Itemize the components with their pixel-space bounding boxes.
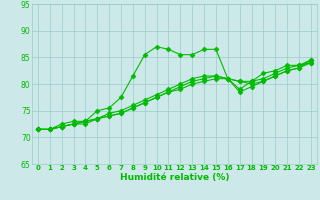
- X-axis label: Humidité relative (%): Humidité relative (%): [120, 173, 229, 182]
